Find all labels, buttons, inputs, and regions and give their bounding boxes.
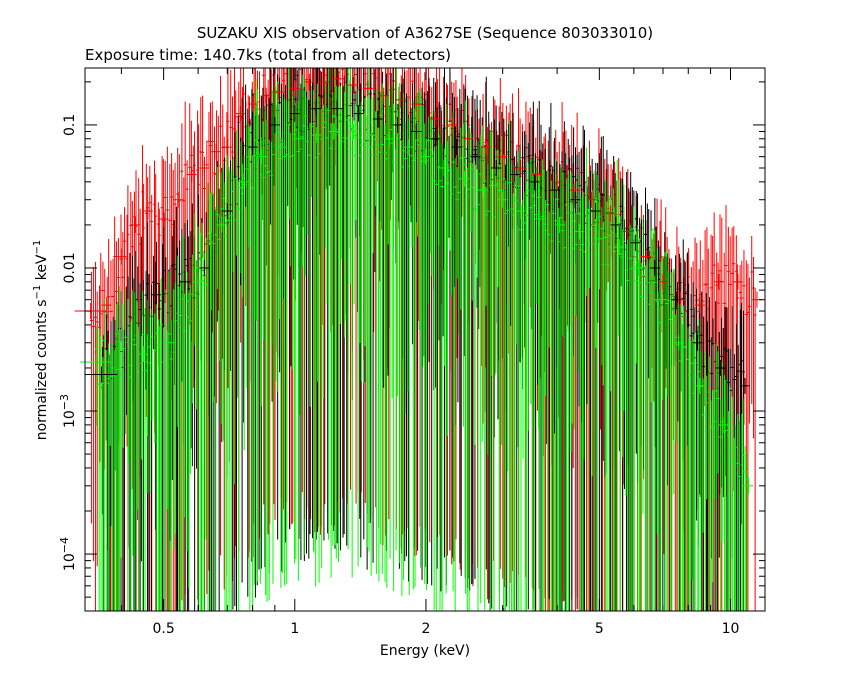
x-tick-label: 1 <box>290 621 299 637</box>
y-tick-label-exponent: −4 <box>58 537 71 553</box>
axis-ticks <box>85 68 765 612</box>
x-tick-label: 10 <box>722 621 740 637</box>
x-tick-label: 2 <box>421 621 430 637</box>
y-tick-label-base: 10 <box>62 553 78 571</box>
y-tick-label: 10−3 <box>58 394 78 428</box>
y-tick-label: 0.1 <box>62 114 78 136</box>
x-axis-label: Energy (keV) <box>380 643 470 659</box>
chart-subtitle: Exposure time: 140.7ks (total from all d… <box>85 46 451 64</box>
series-2-bins <box>94 68 749 611</box>
y-tick-label: 0.01 <box>62 252 78 283</box>
y-tick-label-exponent: −3 <box>58 394 71 410</box>
x-tick-label: 0.5 <box>152 621 174 637</box>
y-tick-label: 10−4 <box>58 537 78 571</box>
plot-marks <box>74 67 762 611</box>
series-1-points <box>85 100 751 394</box>
chart-title: SUZAKU XIS observation of A3627SE (Seque… <box>197 24 653 42</box>
x-tick-label: 5 <box>595 621 604 637</box>
plot-frame <box>84 67 766 612</box>
y-axis-label: normalized counts s−1 keV−1 <box>32 240 50 441</box>
y-tick-label-base: 10 <box>62 410 78 428</box>
series-2-points <box>80 123 754 494</box>
series-0-points <box>74 70 762 320</box>
